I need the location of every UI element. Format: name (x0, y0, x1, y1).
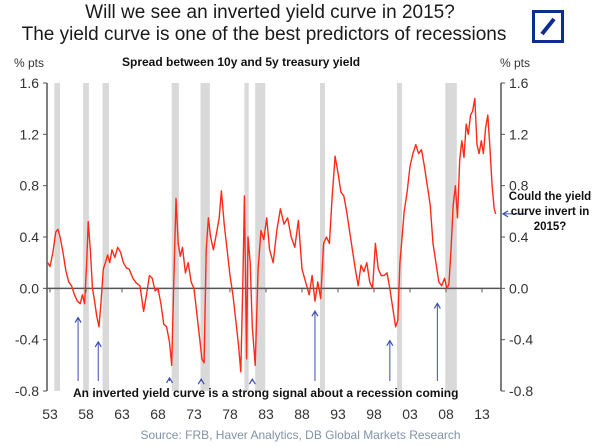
y-tick-label-right: -0.4 (509, 332, 533, 348)
y-axis-label-right: % pts (500, 56, 531, 70)
x-tick-label: 88 (294, 406, 310, 422)
axes: 1.6 1.6 1.2 1.2 0.8 0.8 0.4 0.4 0.0 0.0 -0.4 -0.4 -0… (15, 75, 533, 422)
x-tick-label: 73 (186, 406, 202, 422)
y-tick-label-left: -0.4 (15, 332, 39, 348)
arrow-head-icon (248, 378, 256, 385)
callout-annotation: Could the yield curve invert in 2015? (508, 191, 592, 233)
chart-title-line1: Will we see an inverted yield curve in 2… (85, 2, 455, 23)
y-tick-label-left: -0.8 (15, 383, 39, 399)
x-tick-label: 93 (330, 406, 346, 422)
arrow-head-icon (94, 340, 102, 348)
arrow-head-icon (311, 310, 319, 317)
y-tick-label-right: 0.0 (509, 280, 529, 296)
y-tick-label-left: 0.8 (20, 178, 40, 194)
x-tick-label: 63 (114, 406, 130, 422)
source-note: Source: FRB, Haver Analytics, DB Global … (140, 428, 461, 442)
arrow-head-icon (197, 378, 205, 385)
arrow-head-icon (386, 339, 394, 346)
arrow-head-icon (74, 316, 82, 323)
bottom-annotation: An inverted yield curve is a strong sign… (73, 386, 459, 400)
y-tick-label-left: 0.4 (20, 229, 40, 245)
recession-bar (200, 83, 210, 391)
x-tick-label: 03 (402, 406, 418, 422)
recession-bar (54, 83, 61, 391)
x-tick-label: 98 (366, 406, 382, 422)
x-tick-label: 08 (438, 406, 454, 422)
y-tick-label-left: 1.2 (20, 126, 40, 142)
deutsche-bank-logo (532, 10, 564, 43)
arrow-head-icon (166, 376, 174, 384)
inversion-arrows (74, 210, 525, 385)
y-tick-label-right: 0.8 (509, 178, 529, 194)
recession-bar (320, 83, 326, 391)
recession-bar (244, 83, 249, 391)
x-tick-label: 68 (150, 406, 166, 422)
y-axis-label-left: % pts (14, 56, 45, 70)
x-tick-label: 78 (222, 406, 238, 422)
y-tick-label-right: 1.6 (509, 75, 529, 91)
recession-bar (397, 83, 403, 391)
spread-line (47, 97, 497, 373)
spread-line-layer (47, 97, 497, 373)
x-tick-label: 13 (474, 406, 490, 422)
y-tick-label-left: 1.6 (20, 75, 40, 91)
chart-title-line2: The yield curve is one of the best predi… (21, 24, 507, 45)
x-tick-label: 58 (78, 406, 94, 422)
slash-logo-icon (540, 17, 556, 36)
y-tick-label-right: 1.2 (509, 126, 529, 142)
arrow-head-icon (433, 302, 441, 309)
y-tick-label-right: 0.4 (509, 229, 529, 245)
x-tick-label: 53 (42, 406, 58, 422)
y-tick-label-right: -0.8 (509, 383, 533, 399)
callout-arrow-head-icon (501, 210, 509, 218)
recession-bar (102, 83, 110, 391)
x-tick-label: 83 (258, 406, 274, 422)
y-tick-label-left: 0.0 (20, 280, 40, 296)
chart-subtitle: Spread between 10y and 5y treasury yield (122, 55, 361, 69)
recession-bar (83, 83, 89, 391)
